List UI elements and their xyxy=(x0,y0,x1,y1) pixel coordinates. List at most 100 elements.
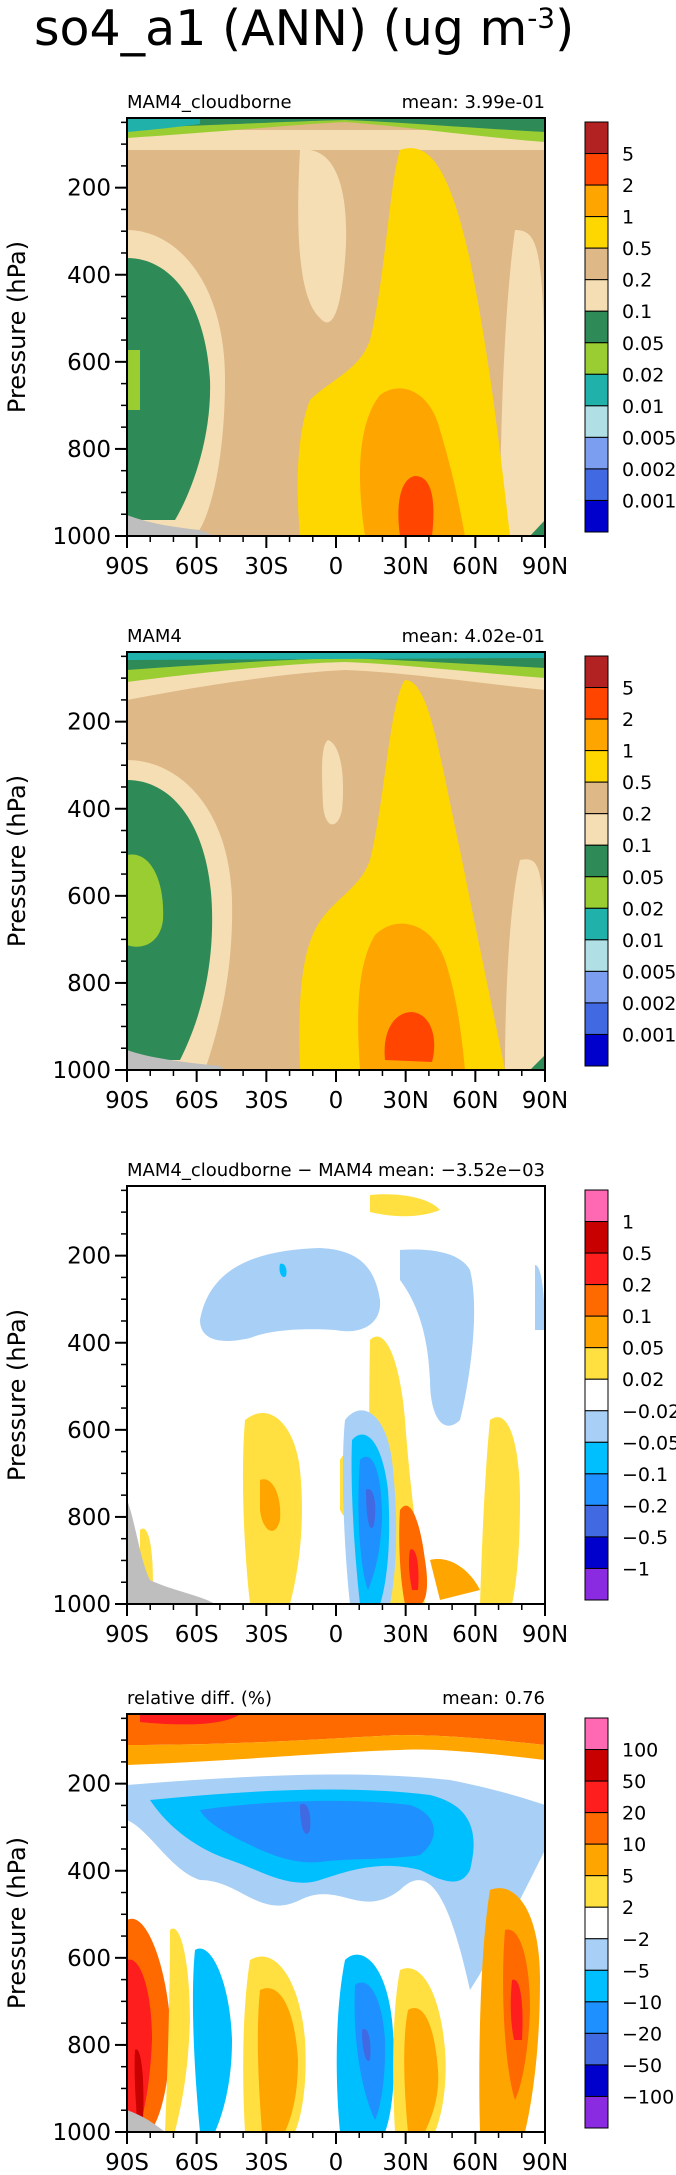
colorbar-label: −5 xyxy=(622,1960,650,1982)
fill-blue-upper xyxy=(200,1800,434,1863)
colorbar-swatch xyxy=(584,1441,609,1475)
colorbar-swatch xyxy=(584,1843,609,1877)
colorbar-label: −20 xyxy=(622,2023,662,2045)
x-tick-label: 90S xyxy=(105,1622,149,1648)
colorbar-swatch xyxy=(584,939,609,972)
colorbar-swatch xyxy=(584,342,609,375)
colorbar-swatch xyxy=(584,1002,609,1035)
contour-field xyxy=(127,652,545,1070)
colorbar-label: 0.02 xyxy=(622,1369,664,1391)
fill-green-nh-surface xyxy=(530,520,545,536)
fill-gray-surface xyxy=(127,1050,225,1070)
fill-royalblue-upper xyxy=(300,1803,311,1834)
fill-green-nh-surface xyxy=(530,1055,545,1070)
colorbar-label: 0.05 xyxy=(622,867,664,889)
colorbar-label: 0.05 xyxy=(622,1338,664,1360)
y-tick-label: 200 xyxy=(67,1772,111,1798)
fill-red-sp xyxy=(127,1959,152,2132)
x-tick-label: 30N xyxy=(382,1622,428,1648)
chart-panel-mam4: MAM4 mean: 4.02e-01 200 400 600 800 1000 90S… xyxy=(3,626,676,1114)
colorbar-swatch xyxy=(584,2001,609,2034)
y-tick-label: 800 xyxy=(67,437,111,463)
fill-orange-sh xyxy=(260,1479,281,1531)
fill-yellow-nh2 xyxy=(480,1417,520,1604)
colorbar-swatch xyxy=(584,216,609,249)
y-tick-label: 600 xyxy=(67,350,111,376)
x-axis: 90S 60S 30S 0 30N 60N 90N xyxy=(105,536,568,580)
colorbar-label: 2 xyxy=(622,709,634,731)
colorbar-swatch xyxy=(584,781,609,815)
colorbar-swatch xyxy=(584,1378,609,1412)
x-tick-label: 30N xyxy=(382,1088,428,1114)
fill-redorange xyxy=(384,1012,435,1062)
fill-teal-top xyxy=(127,652,545,660)
fill-wheat-center xyxy=(298,149,347,323)
y-tick-label: 400 xyxy=(67,1331,111,1357)
colorbar-label: 0.2 xyxy=(622,804,652,826)
colorbar-label: −0.5 xyxy=(622,1527,668,1549)
y-tick-label: 800 xyxy=(67,2033,111,2059)
title-close: ) xyxy=(555,0,575,57)
fill-yellow-sp xyxy=(165,1928,190,2132)
y-axis-label: Pressure (hPa) xyxy=(3,1309,31,1481)
y-axis: 200 400 600 800 1000 xyxy=(52,655,127,1084)
y-tick-label: 800 xyxy=(67,1505,111,1531)
x-tick-label: 0 xyxy=(329,2150,344,2175)
x-tick-label: 30N xyxy=(382,554,428,580)
title-main: so4_a1 (ANN) (ug m xyxy=(34,0,528,57)
colorbar-label: 0.2 xyxy=(622,1275,652,1297)
figure-title: so4_a1 (ANN) (ug m-3) xyxy=(34,0,574,57)
y-tick-label: 200 xyxy=(67,176,111,202)
colorbar-label: −100 xyxy=(622,2086,674,2108)
colorbar-label: −0.2 xyxy=(622,1495,668,1517)
y-tick-label: 400 xyxy=(67,263,111,289)
colorbar-label: 5 xyxy=(622,1866,634,1888)
colorbar-swatch xyxy=(584,310,609,344)
colorbar-swatch xyxy=(584,1221,609,1254)
colorbar-label: 0.5 xyxy=(622,772,652,794)
colorbar-label: 0.001 xyxy=(622,1024,676,1046)
fill-gray-surface xyxy=(127,515,215,536)
fill-wheat-nh xyxy=(505,859,545,1070)
contour-field xyxy=(127,118,545,536)
x-axis: 90S 60S 30S 0 30N 60N 90N xyxy=(105,1604,568,1648)
x-axis: 90S 60S 30S 0 30N 60N 90N xyxy=(105,2132,568,2175)
colorbar-label: 1 xyxy=(622,1212,634,1234)
colorbar-label: 2 xyxy=(622,1897,634,1919)
chart-panel-difference: MAM4_cloudborne − MAM4 mean: −3.52e−03 2… xyxy=(3,1160,676,1648)
colorbar-label: 1 xyxy=(622,741,634,763)
colorbar-swatch xyxy=(584,1780,609,1814)
colorbar-label: 0.001 xyxy=(622,490,676,512)
colorbar-label: 0.5 xyxy=(622,238,652,260)
y-axis-label: Pressure (hPa) xyxy=(3,241,31,413)
colorbar-label: 0.02 xyxy=(622,364,664,386)
colorbar-swatch xyxy=(584,687,609,720)
colorbar-label: 0.002 xyxy=(622,459,676,481)
x-tick-label: 60N xyxy=(452,554,498,580)
fill-orange-nh2 xyxy=(430,1559,480,1600)
colorbar-swatch xyxy=(584,468,609,501)
colorbar-swatch xyxy=(584,1567,609,1601)
colorbar-label: −1 xyxy=(622,1558,650,1580)
colorbar-swatch xyxy=(584,1504,609,1538)
colorbar-swatch xyxy=(584,184,609,218)
colorbar-label: −50 xyxy=(622,2055,662,2077)
fill-yellow xyxy=(297,148,510,536)
x-tick-label: 0 xyxy=(329,554,344,580)
colorbar-label: 0.005 xyxy=(622,427,676,449)
fill-orange-nh xyxy=(404,2008,439,2132)
fill-red-top xyxy=(140,1714,240,1725)
colorbar-swatch xyxy=(584,1473,609,1506)
contour-field xyxy=(127,1714,545,2132)
y-tick-label: 1000 xyxy=(52,1058,111,1084)
colorbar-swatch xyxy=(584,1749,609,1782)
panel-mean: mean: 0.76 xyxy=(442,1688,545,1709)
colorbar-swatch xyxy=(584,1969,609,2003)
x-tick-label: 60S xyxy=(175,2150,219,2175)
title-exponent: -3 xyxy=(527,1,556,35)
fill-gray-surface xyxy=(127,1500,215,1604)
colorbar-swatch xyxy=(584,1906,609,1940)
fill-yellow-upper xyxy=(370,1194,440,1217)
panel-mean: mean: −3.52e−03 xyxy=(378,1160,545,1181)
colorbar-swatch xyxy=(584,1717,609,1751)
